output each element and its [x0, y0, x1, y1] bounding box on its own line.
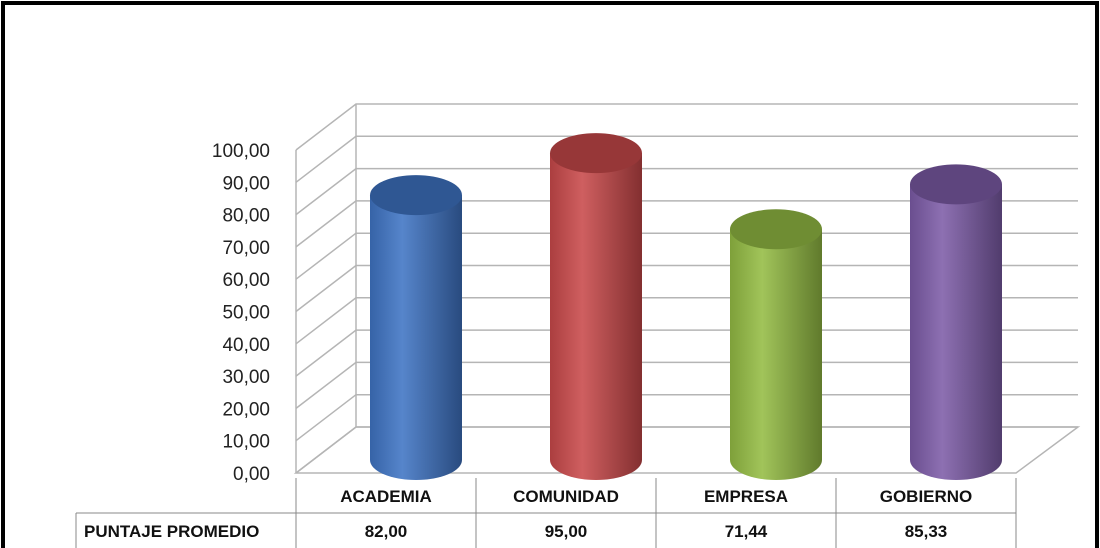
y-tick-label: 20,00: [222, 399, 270, 420]
value-label: 95,00: [545, 522, 588, 541]
gridline: [295, 297, 1078, 345]
data-table: PUNTAJE PROMEDIO ACADEMIA 82,00 COMUNIDAD 9…: [75, 478, 1017, 548]
gridline: [295, 329, 1078, 377]
y-tick-label: 0,00: [233, 464, 270, 485]
category-label: EMPRESA: [704, 487, 788, 506]
gridline: [295, 232, 1078, 280]
gridline: [295, 361, 1078, 409]
bar-body: [910, 184, 1002, 480]
y-tick-label: 50,00: [222, 303, 270, 324]
y-tick-label: 40,00: [222, 335, 270, 356]
bar-top: [730, 209, 822, 250]
value-label: 85,33: [905, 522, 948, 541]
bar-top: [550, 133, 642, 174]
gridline: [295, 393, 1078, 442]
gridline: [295, 264, 1078, 313]
y-tick-label: 30,00: [222, 367, 270, 388]
bar-body: [370, 195, 462, 480]
y-tick-label: 90,00: [222, 173, 270, 194]
y-tick-label: 60,00: [222, 270, 270, 291]
category-label: ACADEMIA: [340, 487, 432, 506]
series-name-label: PUNTAJE PROMEDIO: [84, 522, 259, 541]
bar-gobierno: [910, 164, 1002, 480]
bar-academia: [370, 175, 462, 480]
gridlines: [295, 103, 1078, 474]
y-tick-label: 80,00: [222, 206, 270, 227]
gridline: [295, 200, 1078, 248]
y-tick-label: 100,00: [212, 141, 270, 162]
gridline: [295, 426, 1078, 474]
bar-body: [730, 229, 822, 480]
y-axis-ticks: 0,00 10,00 20,00 30,00 40,00 50,00 60,00 70,00 8…: [212, 141, 270, 485]
gridline: [295, 103, 1078, 151]
value-label: 82,00: [365, 522, 408, 541]
category-label: COMUNIDAD: [513, 487, 619, 506]
y-tick-label: 10,00: [222, 432, 270, 453]
gridline: [295, 135, 1078, 183]
bars: [370, 133, 1002, 480]
bar-top: [370, 175, 462, 216]
bar-body: [550, 153, 642, 480]
value-label: 71,44: [725, 522, 768, 541]
y-tick-label: 70,00: [222, 238, 270, 259]
bar-comunidad: [550, 133, 642, 480]
gridline: [295, 167, 1078, 216]
category-label: GOBIERNO: [880, 487, 973, 506]
bar-top: [910, 164, 1002, 205]
bar-empresa: [730, 209, 822, 480]
